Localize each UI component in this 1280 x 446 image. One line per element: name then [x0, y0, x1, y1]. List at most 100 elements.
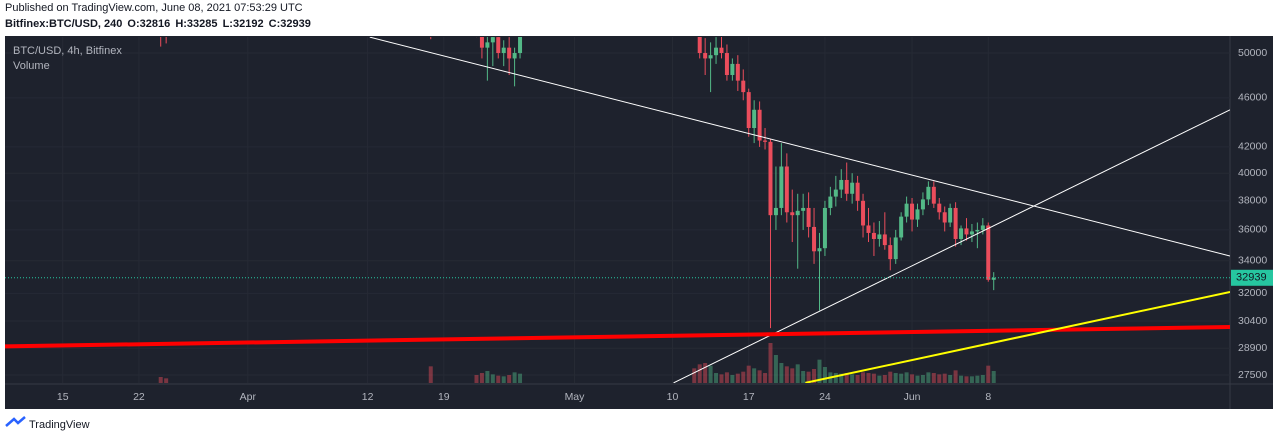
volume-bar — [812, 369, 817, 383]
volume-bar — [937, 374, 942, 383]
volume-bar — [741, 371, 746, 383]
volume-bar — [959, 375, 964, 383]
candle-body — [844, 179, 849, 194]
volume-bar — [910, 374, 915, 383]
volume-bar — [926, 372, 931, 383]
volume-bar — [904, 372, 909, 383]
candle-body — [697, 37, 702, 54]
candle-body — [485, 42, 490, 48]
ohlc-value: 32192 — [233, 18, 264, 30]
volume-bar — [882, 375, 887, 383]
candle-body — [991, 277, 996, 280]
volume-bar — [784, 366, 789, 383]
y-tick-label: 42000 — [1238, 141, 1267, 153]
volume-bar — [991, 371, 996, 383]
candle-body — [888, 245, 893, 260]
volume-bar — [899, 373, 904, 383]
axes: 27500 28900 30400 32000 34000 36000 38000 40000… — [5, 47, 1273, 403]
volume-bar — [752, 368, 757, 383]
volume-bar — [888, 371, 893, 383]
candle-body — [833, 189, 838, 197]
x-tick-label: May — [565, 391, 586, 403]
y-tick-label: 34000 — [1238, 254, 1267, 266]
candle-body — [817, 248, 822, 252]
candle-body — [975, 229, 980, 232]
published-line: Published on TradingView.com, June 08, 2… — [5, 2, 303, 14]
volume-bar — [931, 373, 936, 383]
volume-bar — [474, 375, 479, 383]
y-tick-label: 36000 — [1238, 224, 1267, 236]
volume-bar — [735, 373, 740, 383]
candle-body — [752, 109, 757, 129]
volume-bar — [839, 373, 844, 383]
candle-body — [920, 199, 925, 210]
candle-body — [692, 0, 696, 12]
volume-pane — [158, 343, 996, 383]
trend-line — [673, 109, 1230, 383]
ohlc-label: L: — [223, 18, 233, 30]
candle-body — [855, 182, 860, 201]
volume-bar — [795, 364, 800, 383]
candle-body — [714, 47, 719, 56]
trend-line — [5, 325, 1230, 349]
volume-bar — [866, 373, 871, 383]
volume-bar — [692, 368, 697, 383]
y-tick-label: 27500 — [1238, 369, 1267, 381]
volume-bar — [822, 367, 827, 383]
volume-bar — [986, 365, 991, 383]
trend-line — [369, 37, 1230, 257]
candle-body — [893, 237, 898, 260]
x-tick-label: 15 — [57, 391, 69, 403]
volume-bar — [948, 375, 953, 383]
candle-body — [741, 80, 746, 93]
candle-body — [490, 37, 495, 43]
candle-body — [828, 196, 833, 208]
candle-body — [512, 53, 517, 59]
candle-body — [806, 207, 811, 227]
volume-bar — [806, 371, 811, 383]
y-tick-label: 46000 — [1238, 92, 1267, 104]
ohlc-label: C: — [269, 18, 281, 30]
candle-body — [795, 210, 800, 216]
volume-bar — [164, 378, 169, 383]
candle-body — [164, 32, 168, 34]
candle-body — [730, 63, 735, 76]
symbol: Bitfinex:BTC/USD, 240 — [5, 18, 122, 30]
candle-body — [964, 228, 969, 235]
volume-bar — [714, 373, 719, 383]
drawings — [5, 37, 1230, 383]
volume-bar — [708, 365, 713, 383]
candle-body — [763, 140, 768, 142]
volume-bar — [855, 375, 860, 383]
ohlc-value: 32816 — [140, 18, 171, 30]
volume-bar — [512, 372, 517, 383]
y-tick-label: 32000 — [1238, 287, 1267, 299]
x-tick-label: 12 — [362, 391, 374, 403]
candle-body — [724, 53, 729, 76]
volume-bar — [746, 365, 751, 383]
volume-bar — [980, 375, 985, 383]
candle-body — [518, 37, 523, 54]
y-tick-label: 30400 — [1238, 315, 1267, 327]
volume-bar — [158, 377, 163, 383]
candle-body — [746, 92, 751, 129]
volume-bar — [871, 373, 876, 383]
candle-body — [768, 141, 773, 216]
chart-panel — [5, 36, 1273, 409]
x-tick-label: Apr — [240, 391, 257, 403]
candle-body — [915, 209, 920, 220]
brand-logo — [5, 416, 26, 427]
ohlc-value: 33285 — [187, 18, 218, 30]
volume-bar — [428, 366, 433, 383]
y-tick-label: 40000 — [1238, 167, 1267, 179]
candle-body — [904, 203, 909, 217]
volume-bar — [833, 373, 838, 383]
volume-bar — [893, 373, 898, 383]
x-tick-label: Jun — [904, 391, 921, 403]
volume-bar — [768, 343, 773, 383]
candles — [160, 0, 996, 329]
volume-bar — [479, 373, 484, 383]
x-tick-label: 22 — [133, 391, 145, 403]
volume-bar — [861, 372, 866, 383]
